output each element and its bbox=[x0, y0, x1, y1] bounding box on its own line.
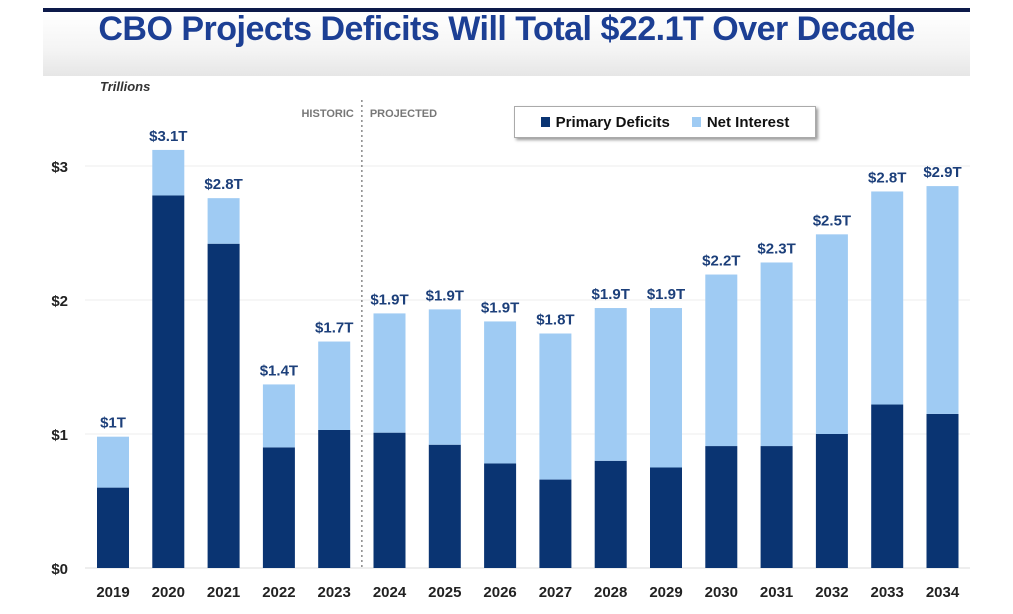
data-label: $1.9T bbox=[592, 286, 630, 303]
x-tick-label: 2027 bbox=[539, 584, 572, 601]
bar-primary-deficits bbox=[871, 404, 904, 568]
legend-item-primary: Primary Deficits bbox=[540, 113, 670, 131]
bar-net-interest bbox=[926, 186, 959, 414]
data-label: $1.9T bbox=[647, 286, 685, 303]
bar-net-interest bbox=[373, 313, 406, 433]
bar-net-interest bbox=[97, 436, 129, 488]
legend-swatch-interest bbox=[691, 116, 701, 127]
bar-primary-deficits bbox=[152, 195, 185, 569]
bar-net-interest bbox=[594, 308, 627, 461]
x-tick-label: 2030 bbox=[705, 584, 738, 601]
bar-primary-deficits bbox=[207, 243, 240, 568]
bar-primary-deficits bbox=[318, 429, 351, 568]
data-label: $1.4T bbox=[260, 362, 298, 379]
data-label: $2.2T bbox=[702, 253, 740, 270]
data-label: $2.8T bbox=[868, 169, 906, 186]
bar-primary-deficits bbox=[650, 467, 682, 568]
x-tick-label: 2029 bbox=[649, 584, 682, 601]
y-tick-label: $0 bbox=[51, 561, 68, 578]
data-label: $1T bbox=[100, 415, 126, 432]
projected-label: PROJECTED bbox=[370, 108, 437, 120]
bar-primary-deficits bbox=[539, 479, 572, 568]
bar-net-interest bbox=[484, 321, 517, 464]
legend-label: Net Interest bbox=[706, 113, 790, 131]
y-tick-label: $3 bbox=[51, 159, 68, 176]
y-tick-label: $2 bbox=[51, 293, 68, 310]
data-label: $1.8T bbox=[536, 312, 574, 329]
data-label: $1.7T bbox=[315, 320, 353, 337]
data-label: $2.5T bbox=[813, 212, 851, 229]
x-tick-label: 2020 bbox=[152, 584, 185, 601]
x-tick-label: 2025 bbox=[428, 584, 461, 601]
chart-title: CBO Projects Deficits Will Total $22.1T … bbox=[98, 10, 915, 48]
x-tick-label: 2023 bbox=[318, 584, 351, 601]
title-band bbox=[43, 12, 970, 76]
x-tick-label: 2022 bbox=[262, 584, 295, 601]
data-label: $2.9T bbox=[923, 164, 961, 181]
bar-net-interest bbox=[760, 262, 793, 447]
data-label: $1.9T bbox=[370, 291, 408, 308]
bar-primary-deficits bbox=[97, 487, 129, 568]
bar-net-interest bbox=[871, 191, 904, 405]
data-label: $3.1T bbox=[149, 128, 187, 145]
bar-primary-deficits bbox=[373, 432, 406, 568]
bar-net-interest bbox=[650, 308, 682, 468]
bar-net-interest bbox=[705, 274, 738, 447]
x-tick-label: 2033 bbox=[871, 584, 904, 601]
x-tick-label: 2021 bbox=[207, 584, 240, 601]
bar-primary-deficits bbox=[760, 446, 793, 568]
bar-primary-deficits bbox=[262, 447, 295, 568]
data-label: $1.9T bbox=[481, 299, 519, 316]
bar-net-interest bbox=[815, 234, 848, 434]
bar-net-interest bbox=[152, 149, 185, 196]
x-tick-label: 2026 bbox=[483, 584, 516, 601]
x-tick-label: 2028 bbox=[594, 584, 627, 601]
historic-label: HISTORIC bbox=[301, 108, 353, 120]
bar-net-interest bbox=[262, 384, 295, 448]
legend-item-interest: Net Interest bbox=[691, 113, 790, 131]
data-label: $2.8T bbox=[204, 176, 242, 193]
x-tick-label: 2034 bbox=[926, 584, 960, 601]
x-tick-label: 2031 bbox=[760, 584, 793, 601]
bar-net-interest bbox=[318, 341, 351, 430]
bar-primary-deficits bbox=[926, 413, 959, 568]
legend-label: Primary Deficits bbox=[555, 113, 670, 131]
bar-primary-deficits bbox=[705, 446, 738, 568]
legend-swatch-primary bbox=[540, 116, 550, 127]
bar-net-interest bbox=[207, 198, 240, 244]
y-axis-label: Trillions bbox=[100, 79, 150, 94]
bar-primary-deficits bbox=[594, 460, 627, 568]
bar-primary-deficits bbox=[815, 434, 848, 568]
title-rule bbox=[43, 8, 970, 12]
legend: Primary Deficits Net Interest bbox=[514, 106, 816, 138]
x-tick-label: 2024 bbox=[373, 584, 407, 601]
x-tick-label: 2019 bbox=[96, 584, 129, 601]
data-label: $2.3T bbox=[757, 240, 795, 257]
bar-net-interest bbox=[428, 309, 461, 445]
bar-primary-deficits bbox=[428, 444, 461, 568]
bar-primary-deficits bbox=[484, 463, 517, 568]
bar-net-interest bbox=[539, 333, 572, 480]
data-label: $1.9T bbox=[426, 287, 464, 304]
x-tick-label: 2032 bbox=[815, 584, 848, 601]
y-tick-label: $1 bbox=[51, 427, 68, 444]
